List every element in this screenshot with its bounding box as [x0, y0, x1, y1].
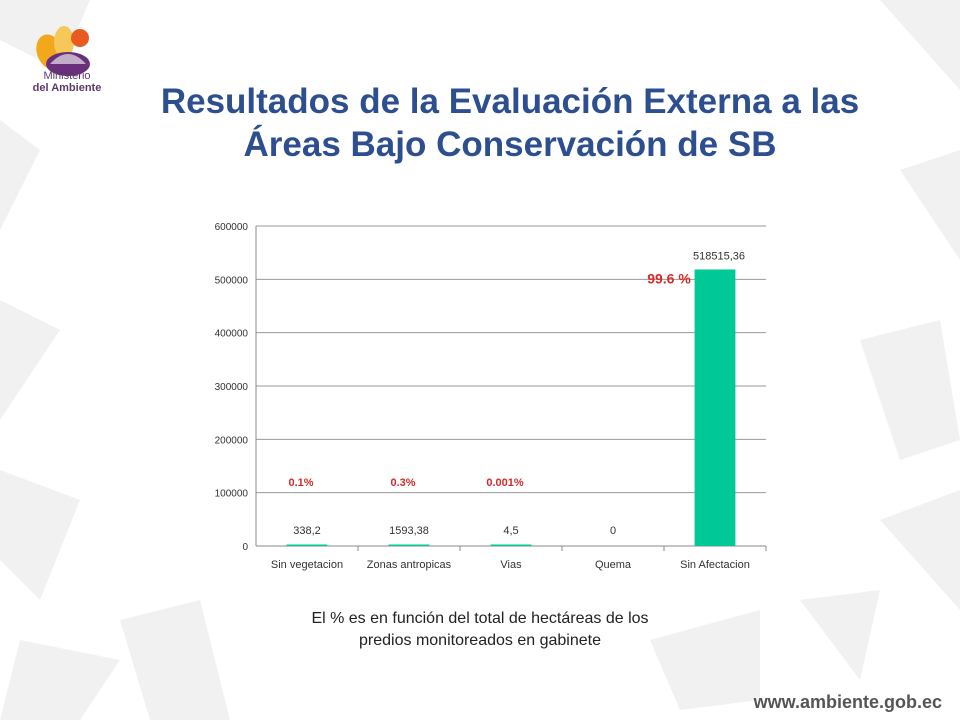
x-tick-label: Zonas antropicas [367, 559, 452, 571]
y-tick-label: 500000 [215, 275, 249, 286]
bar [286, 544, 328, 546]
x-tick-label: Sin vegetacion [271, 559, 343, 571]
y-tick-label: 0 [242, 542, 248, 553]
ministerio-logo [36, 26, 90, 76]
percent-label: 99.6 % [647, 270, 691, 286]
logo-line-1: Ministerio [43, 70, 91, 82]
x-tick-label: Quema [595, 559, 632, 571]
logo-text: Ministerio del Ambiente [22, 70, 112, 94]
data-label: 338,2 [293, 525, 321, 537]
x-tick-label: Vias [500, 559, 522, 571]
data-label: 518515,36 [693, 250, 745, 262]
data-label: 0 [610, 525, 616, 537]
percent-label: 0.001% [486, 477, 524, 489]
title-line-1: Resultados de la Evaluación Externa a la… [160, 82, 860, 121]
title-line-2: Áreas Bajo Conservación de SB [243, 125, 777, 164]
bar [694, 269, 736, 546]
data-label: 4,5 [503, 525, 518, 537]
y-tick-label: 600000 [215, 222, 249, 233]
bar [388, 544, 430, 546]
bar [490, 544, 532, 546]
page-title: Resultados de la Evaluación Externa a la… [110, 80, 910, 166]
y-tick-label: 300000 [215, 382, 249, 393]
y-tick-label: 100000 [215, 489, 249, 500]
logo-line-2: del Ambiente [32, 82, 102, 94]
footnote: El % es en función del total de hectárea… [230, 608, 730, 652]
y-tick-label: 400000 [215, 329, 249, 340]
percent-label: 0.1% [288, 477, 313, 489]
data-label: 1593,38 [389, 525, 429, 537]
website-url[interactable]: www.ambiente.gob.ec [753, 692, 942, 712]
percent-label: 0.3% [390, 477, 415, 489]
bar-chart: 0 100000 200000 300000 400000 500000 600000 338… [215, 222, 767, 571]
footnote-line-2: predios monitoreados en gabinete [359, 632, 601, 649]
footnote-line-1: El % es en función del total de hectárea… [311, 610, 649, 627]
y-tick-label: 200000 [215, 435, 249, 446]
x-tick-label: Sin Afectacion [680, 559, 750, 571]
